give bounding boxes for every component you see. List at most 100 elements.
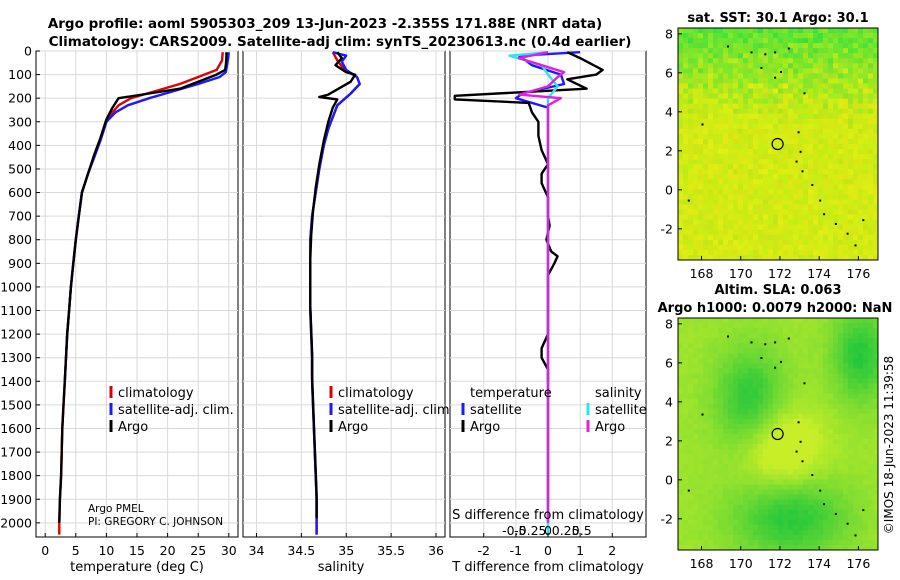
map-cell (818, 499, 824, 506)
map-cell (833, 504, 839, 511)
map-cell (773, 169, 779, 175)
map-cell (728, 459, 734, 465)
map-cell (758, 254, 764, 261)
map-cell (733, 474, 739, 480)
map-cell (728, 209, 734, 216)
map-cell (823, 494, 829, 500)
map-cell (813, 449, 819, 455)
map-cell (828, 499, 834, 506)
map-cell (708, 378, 714, 384)
map-cell (868, 159, 874, 165)
map-cell (788, 474, 794, 480)
map-cell (863, 133, 869, 140)
map-cell (818, 348, 824, 354)
map-cell (838, 499, 844, 506)
map-cell (773, 363, 779, 369)
map-cell (808, 489, 814, 495)
map-cell (848, 499, 854, 506)
map-cell (688, 123, 694, 130)
map-cell (698, 58, 704, 64)
map-cell (843, 358, 849, 364)
map-cell (723, 318, 729, 324)
map-cell (863, 118, 869, 125)
map-cell (823, 388, 829, 395)
x-tick-label: 10 (98, 543, 114, 558)
map-cell (828, 93, 834, 100)
map-cell (688, 544, 694, 551)
map-cell (858, 363, 864, 369)
map-cell (843, 534, 849, 541)
map-cell (818, 418, 824, 425)
map-cell (838, 38, 844, 44)
map-cell (708, 469, 714, 475)
y-tick-label: 2000 (0, 515, 32, 530)
map-cell (808, 38, 814, 44)
map-cell (843, 398, 849, 405)
map-cell (833, 373, 839, 379)
map-cell (793, 33, 799, 39)
map-cell (688, 393, 694, 400)
map-cell (748, 138, 754, 145)
map-cell (808, 358, 814, 364)
map-cell (693, 38, 699, 44)
map-cell (793, 204, 799, 210)
map-cell (778, 204, 784, 210)
map-cell (853, 489, 859, 495)
map-cell (723, 138, 729, 145)
map-cell (783, 454, 789, 460)
map-x-tick-label: 174 (807, 266, 831, 281)
map-cell (828, 48, 834, 54)
map-cell (858, 459, 864, 465)
map-cell (843, 318, 849, 324)
map-cell (718, 353, 724, 359)
map-cell (713, 244, 719, 251)
map-cell (758, 144, 764, 150)
map-cell (683, 209, 689, 216)
map-cell (708, 449, 714, 455)
map-cell (758, 38, 764, 44)
map-cell (758, 423, 764, 430)
map-cell (723, 184, 729, 190)
map-cell (773, 214, 779, 221)
map-cell (688, 469, 694, 475)
map-cell (778, 338, 784, 344)
map-cell (753, 78, 759, 84)
map-cell (838, 43, 844, 49)
map-cell (838, 189, 844, 195)
map-cell (848, 98, 854, 105)
map-cell (723, 118, 729, 125)
map-cell (833, 469, 839, 475)
map-cell (738, 244, 744, 251)
map-cell (698, 184, 704, 190)
map-cell (788, 358, 794, 364)
map-cell (733, 249, 739, 256)
map-cell (678, 499, 684, 506)
map-cell (748, 159, 754, 165)
map-cell (818, 254, 824, 261)
map-cell (728, 204, 734, 210)
map-cell (833, 224, 839, 231)
map-cell (818, 519, 824, 526)
map-cell (798, 68, 804, 74)
map-cell (708, 353, 714, 359)
map-cell (758, 333, 764, 339)
map-cell (748, 318, 754, 324)
map-cell (833, 83, 839, 89)
map-cell (788, 373, 794, 379)
map-cell (788, 519, 794, 526)
map-cell (843, 494, 849, 500)
map-cell (783, 489, 789, 495)
map-cell (763, 504, 769, 511)
map-cell (728, 113, 734, 120)
map-cell (778, 393, 784, 400)
map-cell (683, 353, 689, 359)
map-cell (848, 149, 854, 155)
map-cell (818, 434, 824, 440)
map-cell (718, 363, 724, 369)
map-cell (813, 539, 819, 546)
map-cell (858, 323, 864, 329)
map-cell (838, 358, 844, 364)
map-cell (863, 174, 869, 180)
map-cell (848, 318, 854, 324)
map-cell (808, 418, 814, 425)
